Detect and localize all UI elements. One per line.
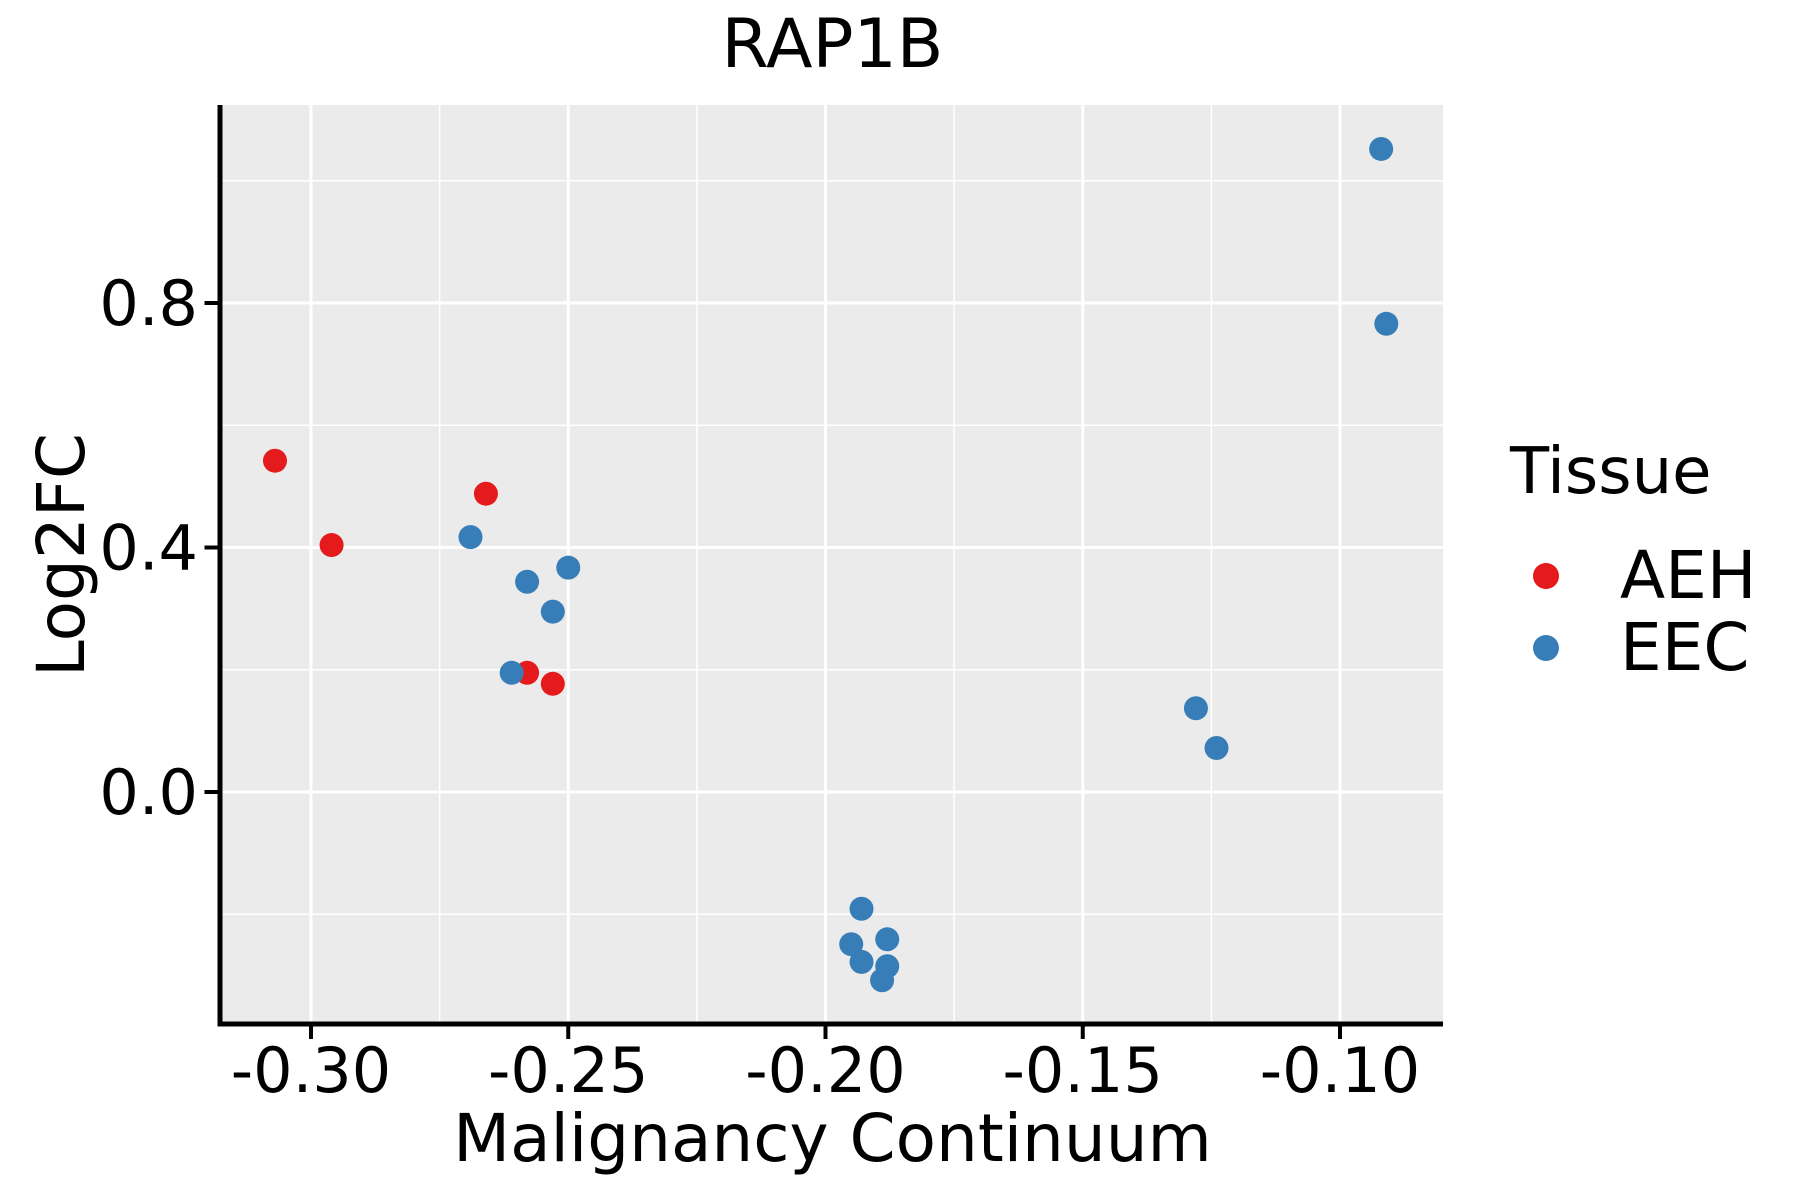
x-tick-label: -0.30: [231, 1034, 391, 1107]
chart-title: RAP1B: [721, 5, 944, 84]
data-point-EEC: [556, 555, 581, 580]
data-point-AEH: [540, 671, 565, 696]
y-tick-label: 0.0: [99, 756, 198, 829]
data-point-EEC: [839, 932, 864, 957]
data-point-EEC: [540, 599, 565, 624]
x-tick-labels: -0.30 -0.25 -0.20 -0.15 -0.10: [231, 1034, 1420, 1107]
eec-marker-icon: [1533, 635, 1559, 661]
legend-item-eec: EEC: [1510, 612, 1756, 684]
series-AEH: [262, 448, 565, 696]
major-gridlines: [222, 105, 1443, 1022]
data-point-EEC: [849, 896, 874, 921]
data-point-AEH: [319, 533, 344, 558]
data-point-EEC: [1374, 311, 1399, 336]
x-tick-label: -0.20: [745, 1034, 905, 1107]
panel-background: [222, 105, 1443, 1022]
data-point-AEH: [262, 448, 287, 473]
data-point-EEC: [1204, 735, 1229, 760]
legend-title: Tissue: [1510, 435, 1712, 509]
data-point-EEC: [849, 949, 874, 974]
data-point-EEC: [458, 525, 483, 550]
x-tick-label: -0.15: [1003, 1034, 1163, 1107]
legend-label-aeh: AEH: [1620, 537, 1757, 614]
y-tick-labels: 0.0 0.4 0.8: [99, 267, 198, 829]
y-tick-label: 0.8: [99, 267, 198, 340]
minor-gridlines: [222, 105, 1443, 1022]
x-tick-label: -0.10: [1260, 1034, 1420, 1107]
data-point-EEC: [1369, 136, 1394, 161]
y-tick-label: 0.4: [99, 512, 198, 585]
legend-key-aeh: [1510, 540, 1582, 612]
data-point-EEC: [875, 927, 900, 952]
axis-spines: [217, 105, 1443, 1027]
data-point-EEC: [870, 968, 895, 993]
data-point-EEC: [499, 660, 524, 685]
aeh-marker-icon: [1533, 563, 1559, 589]
x-axis-label: Malignancy Continuum: [453, 1100, 1212, 1177]
data-point-AEH: [473, 481, 498, 506]
legend-item-aeh: AEH: [1510, 540, 1756, 612]
legend-key-eec: [1510, 612, 1582, 684]
legend-label-eec: EEC: [1620, 609, 1750, 686]
data-point-EEC: [1183, 696, 1208, 721]
data-point-EEC: [515, 569, 540, 594]
tick-marks: [204, 301, 1342, 1039]
legend-items: AEH EEC: [1510, 540, 1756, 684]
x-tick-label: -0.25: [488, 1034, 648, 1107]
y-axis-label: Log2FC: [23, 433, 100, 677]
series-EEC: [458, 136, 1399, 993]
legend: Tissue AEH EEC: [1510, 440, 1756, 684]
